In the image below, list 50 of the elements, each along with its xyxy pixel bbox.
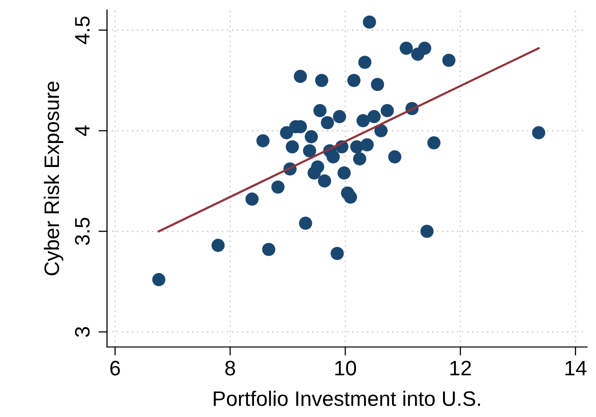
point [262,242,276,256]
point [294,70,307,83]
point [442,54,456,67]
point [320,116,334,130]
x-axis-title: Portfolio Investment into U.S. [214,390,480,406]
point [318,174,332,188]
point [313,104,327,118]
y-axis-title: Cyber Risk Exposure [44,82,64,276]
point [358,56,372,69]
point [400,42,413,55]
point [280,126,294,140]
point [271,180,285,194]
x-tick-label: 6 [110,360,120,376]
point [353,152,366,166]
point [152,273,166,286]
point [367,110,381,124]
x-tick-label: 8 [225,360,236,376]
point [304,130,318,144]
y-tick-label: 3 [74,327,90,337]
point [330,246,344,260]
x-tick-label: 12 [450,360,471,376]
point [427,136,440,150]
point [338,166,351,180]
y-tick-label: 4 [75,126,90,136]
point [245,192,259,206]
point [315,74,328,88]
point [256,134,270,148]
point [420,224,434,238]
point [308,166,321,180]
point [344,190,358,204]
point [211,238,225,252]
point [360,138,374,152]
point [356,114,370,128]
point [418,42,432,55]
point [380,104,394,118]
point [298,216,312,230]
point [388,150,402,164]
point [303,144,316,158]
point [332,110,346,124]
y-tick-label: 4.5 [75,16,90,44]
point [362,15,376,29]
x-tick-label: 14 [565,360,586,376]
point [374,124,388,138]
point [532,126,546,140]
point [286,140,299,154]
point [326,150,340,164]
y-tick-label: 3.5 [74,218,90,245]
point [370,78,384,92]
x-tick-label: 10 [335,360,356,376]
point [347,74,360,88]
